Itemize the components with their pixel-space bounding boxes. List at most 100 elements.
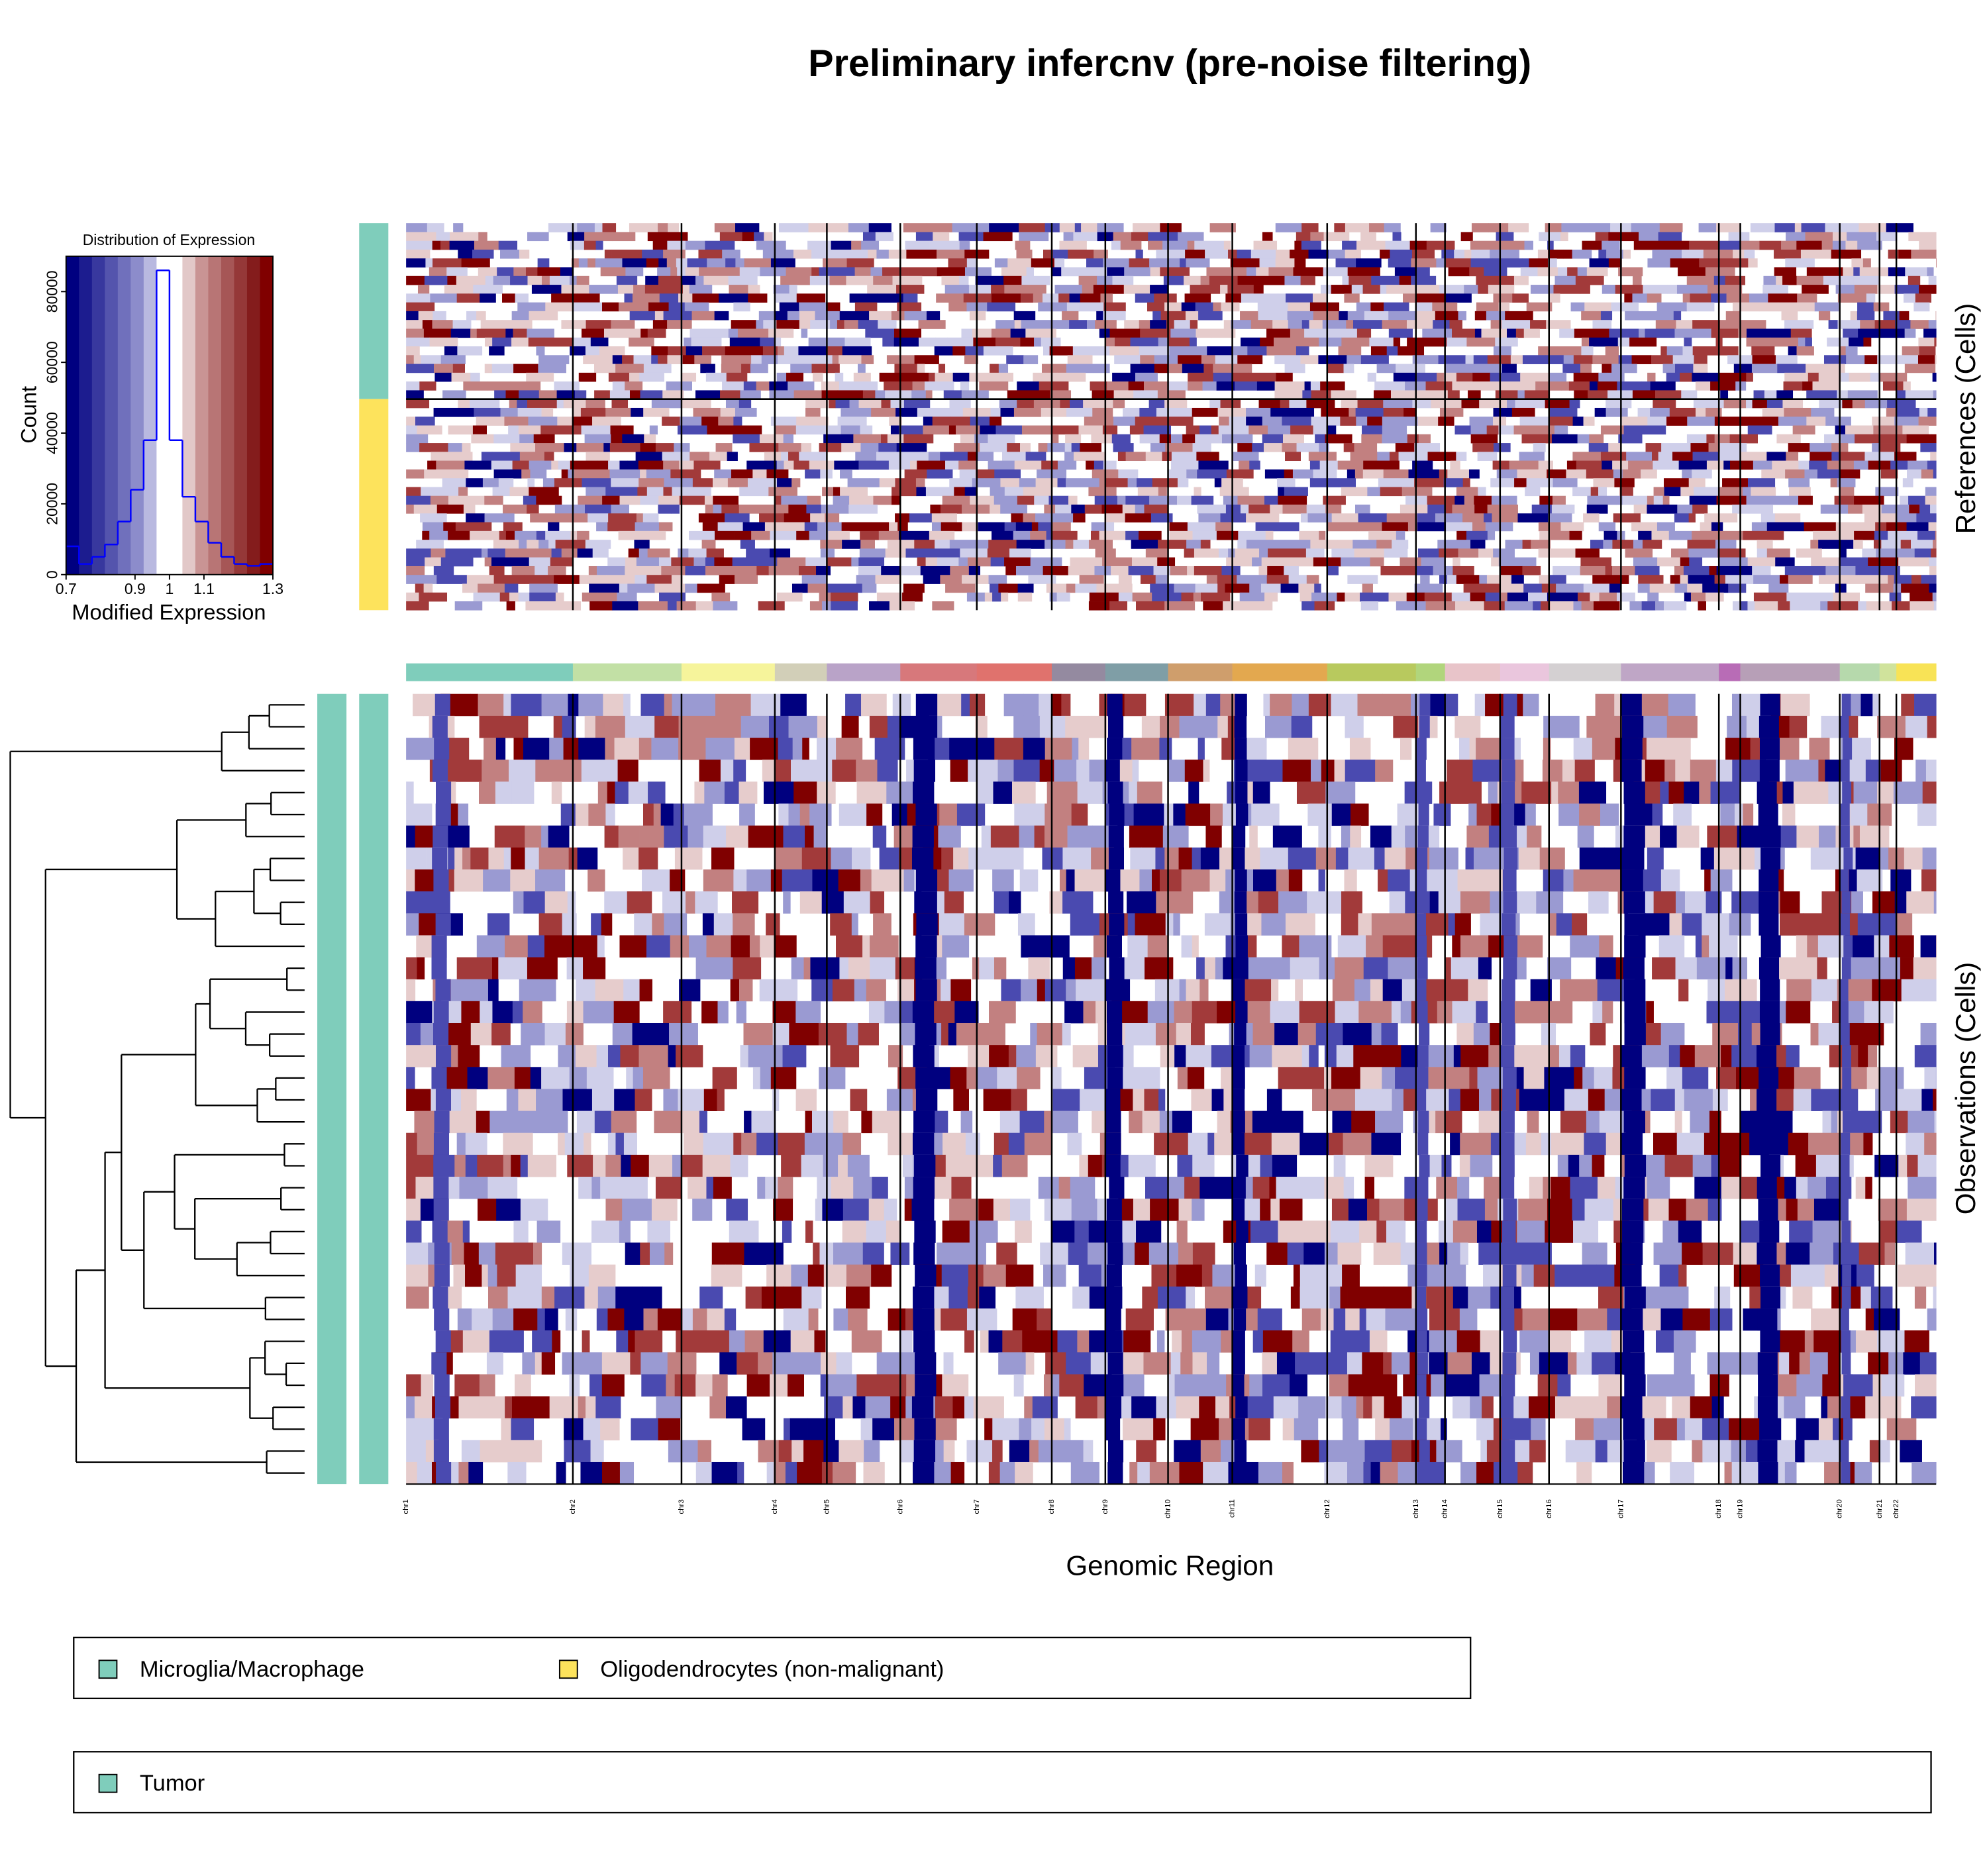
heatmap-cnv-stripe xyxy=(1502,1089,1516,1111)
heatmap-cell xyxy=(584,1132,591,1156)
heatmap-cell xyxy=(1643,891,1655,914)
heatmap-cell xyxy=(458,803,469,826)
heatmap-cell xyxy=(1806,267,1835,277)
heatmap-cell xyxy=(1070,399,1084,409)
heatmap-cell xyxy=(1527,381,1536,391)
heatmap-cell xyxy=(799,803,810,826)
heatmap-cell xyxy=(1473,364,1503,373)
heatmap-cell xyxy=(1492,460,1510,470)
heatmap-cell xyxy=(1733,302,1760,312)
heatmap-cell xyxy=(1343,1022,1372,1046)
heatmap-cell xyxy=(1412,399,1431,409)
heatmap-cell xyxy=(634,540,650,549)
heatmap-cell xyxy=(1203,760,1210,782)
heatmap-cnv-stripe xyxy=(1840,825,1850,848)
heatmap-cell xyxy=(1666,1067,1683,1089)
heatmap-cell xyxy=(1706,592,1724,602)
heatmap-cell xyxy=(1721,1045,1732,1067)
heatmap-cell xyxy=(707,258,726,268)
heatmap-cell xyxy=(599,346,608,356)
heatmap-cell xyxy=(858,566,882,575)
heatmap-cell xyxy=(1721,267,1735,277)
heatmap-cell xyxy=(1737,825,1751,848)
heatmap-cell xyxy=(774,337,782,347)
heatmap-cell xyxy=(849,495,874,505)
heatmap-cell xyxy=(642,869,670,892)
heatmap-cell xyxy=(774,935,797,958)
heatmap-cell xyxy=(1709,935,1738,958)
heatmap-cell xyxy=(1192,1199,1205,1221)
heatmap-cell xyxy=(1354,469,1364,479)
heatmap-cell xyxy=(1577,267,1588,277)
heatmap-cell xyxy=(1030,557,1042,567)
heatmap-cell xyxy=(1662,1220,1679,1243)
heatmap-cell xyxy=(1615,495,1623,505)
heatmap-cell xyxy=(468,293,480,303)
heatmap-cell xyxy=(1435,1111,1445,1134)
heatmap-cell xyxy=(791,957,804,980)
heatmap-cnv-stripe xyxy=(1501,781,1515,804)
heatmap-cell xyxy=(1768,293,1798,303)
heatmap-cell xyxy=(1592,738,1615,760)
heatmap-cnv-stripe xyxy=(1232,1045,1245,1067)
heatmap-cell xyxy=(660,803,674,826)
heatmap-cell xyxy=(740,540,755,549)
heatmap-cell xyxy=(1332,979,1355,1002)
heatmap-cell xyxy=(1502,320,1531,329)
heatmap-cell xyxy=(1779,913,1804,936)
heatmap-cell xyxy=(1577,1308,1607,1331)
heatmap-cell xyxy=(423,328,452,338)
heatmap-cell xyxy=(851,240,862,250)
heatmap-cell xyxy=(1320,285,1332,294)
heatmap-cell xyxy=(1270,1001,1300,1024)
heatmap-cell xyxy=(646,935,671,958)
heatmap-cell xyxy=(1658,232,1682,242)
heatmap-cell xyxy=(644,434,656,444)
heatmap-cnv-stripe xyxy=(1417,1045,1429,1067)
heatmap-cell xyxy=(1518,1199,1535,1221)
heatmap-cell xyxy=(1255,522,1274,532)
heatmap-cell xyxy=(448,443,462,452)
heatmap-cell xyxy=(1638,575,1664,584)
heatmap-cell xyxy=(541,1067,570,1089)
heatmap-cell xyxy=(702,346,726,356)
heatmap-cell xyxy=(837,417,867,426)
heatmap-cell xyxy=(1028,957,1050,980)
heatmap-cell xyxy=(1433,1045,1454,1067)
heatmap-cell xyxy=(970,495,995,505)
heatmap-cell xyxy=(493,275,511,285)
heatmap-cnv-stripe xyxy=(1232,847,1245,870)
heatmap-cell xyxy=(1287,1242,1304,1265)
heatmap-cell xyxy=(1851,1111,1882,1134)
heatmap-cell xyxy=(1300,355,1319,364)
heatmap-cell xyxy=(1179,715,1207,738)
heatmap-cell xyxy=(1364,311,1389,321)
heatmap-cell xyxy=(1711,522,1723,532)
heatmap-cell xyxy=(678,293,693,303)
heatmap-cell xyxy=(1388,869,1411,892)
heatmap-cell xyxy=(1023,355,1039,364)
heatmap-cell xyxy=(1261,913,1286,936)
heatmap-cell xyxy=(706,935,725,958)
heatmap-cell xyxy=(1673,803,1692,826)
heatmap-cell xyxy=(778,1132,797,1156)
heatmap-cell xyxy=(640,1242,650,1265)
heatmap-cell xyxy=(1676,1132,1705,1156)
heatmap-cell xyxy=(1258,311,1288,321)
heatmap-cell xyxy=(1647,372,1656,382)
heatmap-cell xyxy=(1878,513,1896,522)
heatmap-cell xyxy=(640,1352,650,1375)
heatmap-cell xyxy=(545,530,571,540)
heatmap-cell xyxy=(1762,285,1788,294)
heatmap-cell xyxy=(1080,443,1101,452)
heatmap-cell xyxy=(1502,364,1517,373)
heatmap-cell xyxy=(1118,575,1132,584)
heatmap-cell xyxy=(1583,417,1595,426)
heatmap-cell xyxy=(870,891,885,914)
heatmap-cell xyxy=(1424,592,1452,602)
heatmap-cell xyxy=(513,328,527,338)
heatmap-cell xyxy=(1560,1111,1587,1134)
heatmap-cell xyxy=(1903,355,1919,364)
heatmap-cell xyxy=(1541,601,1551,611)
heatmap-cell xyxy=(1592,355,1619,364)
